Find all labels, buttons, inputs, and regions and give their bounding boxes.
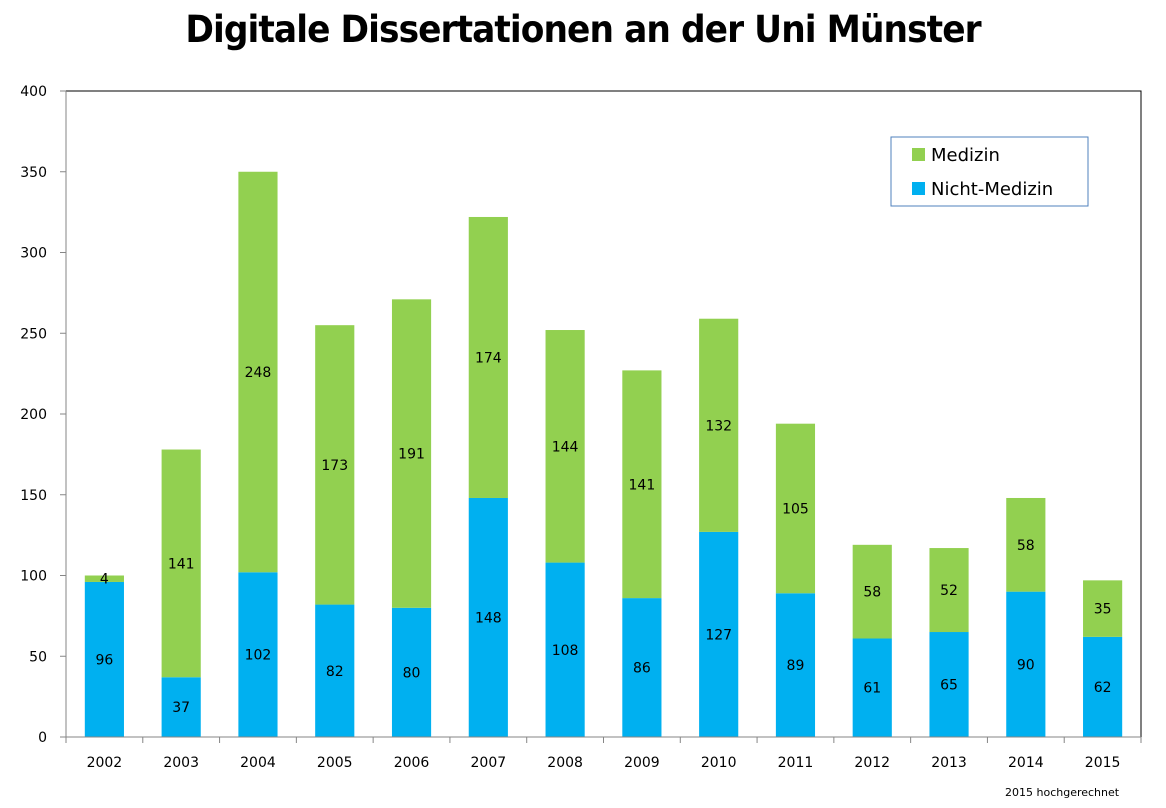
data-label-nicht-medizin-2012: 61: [863, 681, 881, 697]
data-label-medizin-2014: 58: [1017, 538, 1035, 554]
bar-nicht-medizin-2012: [852, 638, 892, 737]
bar-nicht-medizin-2003: [161, 677, 201, 737]
bar-medizin-2002: [84, 575, 124, 582]
y-tick-label-250: 250: [20, 326, 47, 342]
data-label-medizin-2007: 174: [475, 350, 502, 366]
x-tick-label-2013: 2013: [931, 755, 967, 771]
data-label-nicht-medizin-2003: 37: [172, 700, 190, 716]
data-label-nicht-medizin-2007: 148: [475, 610, 502, 626]
data-label-medizin-2012: 58: [863, 585, 881, 601]
x-tick-label-2003: 2003: [163, 755, 199, 771]
axes-layer: 0 50 100 150 200 250 300 350 400 2002 2003 2004 2005…: [20, 84, 1142, 771]
bar-nicht-medizin-2011: [775, 593, 816, 737]
x-tick-label-2012: 2012: [854, 755, 890, 771]
legend-label-nicht-medizin: Nicht-Medizin: [931, 179, 1053, 200]
data-label-nicht-medizin-2015: 62: [1094, 680, 1112, 696]
chart-title: Digitale Dissertationen an der Uni Münst…: [185, 8, 981, 51]
data-label-medizin-2002: 4: [100, 572, 109, 588]
data-label-medizin-2011: 105: [782, 501, 809, 517]
y-tick-label-350: 350: [20, 165, 47, 181]
x-tick-label-2005: 2005: [317, 755, 353, 771]
data-label-medizin-2003: 141: [168, 556, 195, 572]
x-tick-label-2011: 2011: [778, 755, 814, 771]
bar-medizin-2014: [1006, 497, 1046, 592]
bar-nicht-medizin-2004: [238, 572, 278, 737]
data-label-nicht-medizin-2008: 108: [552, 643, 579, 659]
footnote: 2015 hochgerechnet: [1005, 786, 1120, 799]
x-tick-label-2006: 2006: [394, 755, 430, 771]
legend-swatch-medizin: [912, 148, 925, 161]
bar-nicht-medizin-2015: [1083, 636, 1123, 737]
y-tick-label-0: 0: [38, 730, 47, 746]
bar-medizin-2011: [775, 423, 816, 594]
data-label-medizin-2005: 173: [321, 458, 348, 474]
data-label-medizin-2006: 191: [398, 447, 425, 463]
legend-label-medizin: Medizin: [931, 145, 1000, 166]
bars-layer: [84, 171, 1123, 737]
data-label-nicht-medizin-2009: 86: [633, 661, 651, 677]
x-tick-label-2010: 2010: [701, 755, 737, 771]
data-label-nicht-medizin-2010: 127: [705, 627, 732, 643]
bar-medizin-2013: [929, 548, 969, 633]
bar-medizin-2009: [622, 370, 662, 599]
bar-nicht-medizin-2005: [315, 604, 355, 737]
x-tick-label-2008: 2008: [547, 755, 583, 771]
data-label-nicht-medizin-2014: 90: [1017, 657, 1035, 673]
data-label-nicht-medizin-2002: 96: [95, 652, 113, 668]
bar-medizin-2012: [852, 544, 892, 639]
x-tick-label-2007: 2007: [471, 755, 507, 771]
data-label-medizin-2008: 144: [552, 439, 579, 455]
x-tick-label-2009: 2009: [624, 755, 660, 771]
bar-medizin-2003: [161, 449, 201, 678]
x-tick-label-2002: 2002: [87, 755, 123, 771]
data-label-medizin-2009: 141: [629, 477, 656, 493]
data-label-medizin-2010: 132: [705, 418, 732, 434]
y-tick-label-400: 400: [20, 84, 47, 100]
data-label-medizin-2015: 35: [1094, 602, 1112, 618]
x-tick-label-2015: 2015: [1085, 755, 1121, 771]
bar-nicht-medizin-2014: [1006, 591, 1046, 737]
y-tick-label-200: 200: [20, 407, 47, 423]
bar-nicht-medizin-2006: [391, 607, 432, 737]
bar-medizin-2004: [238, 171, 278, 573]
y-tick-label-150: 150: [20, 488, 47, 504]
bar-nicht-medizin-2009: [622, 598, 662, 737]
data-label-nicht-medizin-2011: 89: [787, 658, 805, 674]
x-tick-label-2004: 2004: [240, 755, 276, 771]
data-label-nicht-medizin-2004: 102: [245, 648, 272, 664]
legend-swatch-nicht-medizin: [912, 182, 925, 195]
bar-nicht-medizin-2008: [545, 562, 585, 737]
x-tick-label-2014: 2014: [1008, 755, 1044, 771]
bar-medizin-2007: [468, 216, 508, 498]
bar-medizin-2015: [1083, 580, 1123, 637]
bar-medizin-2010: [699, 318, 739, 532]
bar-nicht-medizin-2010: [699, 531, 739, 737]
data-labels-layer: 96 4 37 141 102 248 82 173 80 191 148 174 108 144 86 14…: [95, 350, 1111, 716]
data-label-medizin-2013: 52: [940, 583, 958, 599]
data-label-medizin-2004: 248: [245, 365, 272, 381]
bar-nicht-medizin-2002: [84, 581, 124, 737]
bar-medizin-2005: [315, 325, 355, 605]
legend: Medizin Nicht-Medizin: [890, 136, 1089, 207]
data-label-nicht-medizin-2005: 82: [326, 664, 344, 680]
data-label-nicht-medizin-2013: 65: [940, 678, 958, 694]
y-tick-label-50: 50: [29, 649, 47, 665]
y-tick-label-300: 300: [20, 246, 47, 262]
data-label-nicht-medizin-2006: 80: [403, 665, 421, 681]
bar-medizin-2008: [545, 330, 585, 563]
bar-nicht-medizin-2013: [929, 632, 969, 737]
y-tick-label-100: 100: [20, 569, 47, 585]
bar-medizin-2006: [391, 299, 432, 608]
bar-nicht-medizin-2007: [468, 497, 508, 737]
